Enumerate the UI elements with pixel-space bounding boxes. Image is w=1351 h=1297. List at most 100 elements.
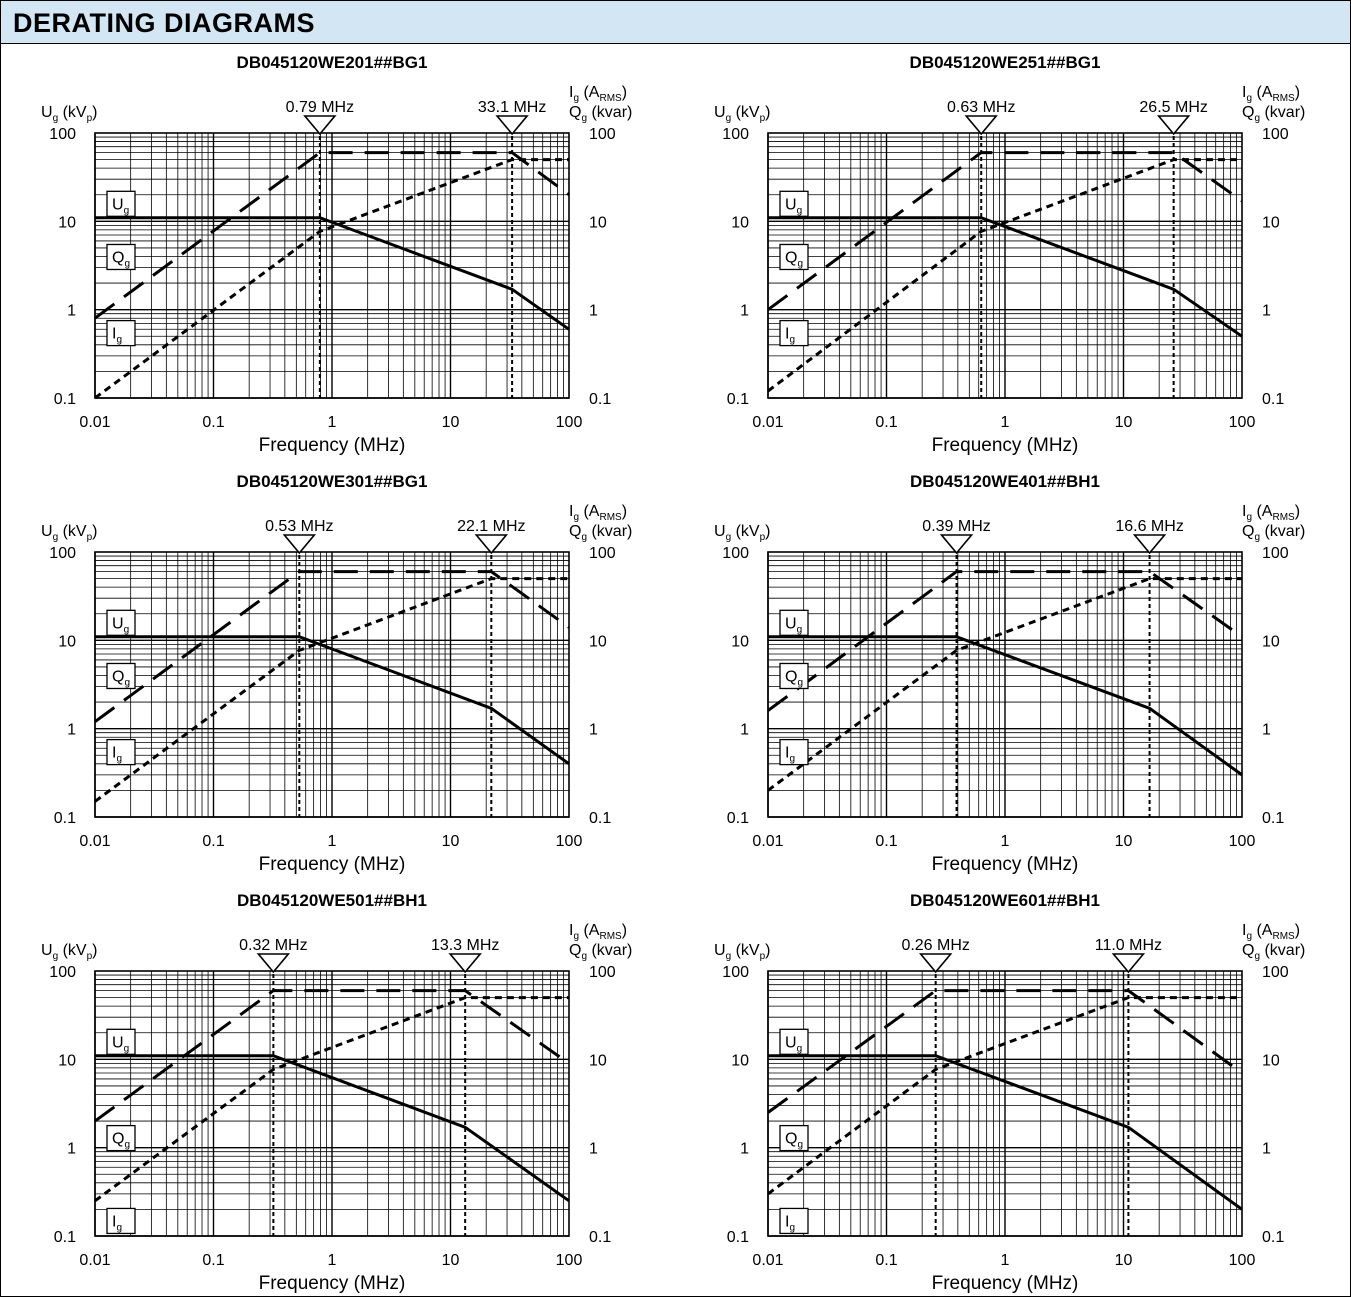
right-axis-label-reactive: Qg (kvar): [1242, 104, 1305, 124]
legend-box-label: Ig: [112, 1213, 122, 1233]
left-axis-label: Ug (kVp): [714, 942, 770, 962]
marker-triangle: [448, 953, 482, 974]
y-tick-label-left: 10: [731, 214, 749, 231]
x-tick-label: 10: [442, 1252, 460, 1269]
y-tick-label-right: 0.1: [1262, 810, 1284, 827]
legend-box-ig: Ig: [106, 738, 136, 766]
legend-box-qg: Qg: [106, 1124, 136, 1152]
legend-box-frame: [106, 319, 136, 347]
y-tick-label-right: 0.1: [589, 391, 611, 408]
x-tick-label: 0.01: [79, 414, 110, 431]
x-tick-label: 0.01: [752, 833, 783, 850]
legend-box-frame: [779, 1207, 809, 1235]
legend-box-qg: Qg: [779, 243, 809, 271]
series-line-ug: [95, 635, 570, 766]
x-tick-label: 0.01: [752, 1252, 783, 1269]
y-tick-label-left: 10: [731, 1052, 749, 1069]
legend-box-qg: Qg: [779, 1124, 809, 1152]
chart-title: DB045120WE401##BH1: [910, 472, 1100, 491]
legend-box-ig: Ig: [779, 319, 809, 347]
marker-triangle: [939, 534, 974, 555]
legend-box-frame: [106, 1028, 136, 1055]
series-line-qg: [767, 989, 1243, 1114]
legend-box-frame: [779, 319, 809, 347]
y-tick-label-right: 100: [589, 126, 616, 143]
right-axis-label-current: Ig (ARMS): [569, 84, 627, 104]
y-tick-label-left: 1: [67, 303, 76, 320]
x-tick-label: 10: [1115, 414, 1133, 431]
y-tick-label-left: 10: [58, 633, 76, 650]
right-axis-label-current: Ig (ARMS): [569, 922, 627, 942]
x-tick-label: 0.1: [202, 1252, 224, 1269]
y-tick-label-right: 10: [589, 633, 607, 650]
legend-box-label: Ig: [785, 745, 795, 765]
plot-frame: [767, 970, 1243, 1237]
legend-box-frame: [106, 738, 136, 766]
y-tick-label-left: 0.1: [54, 391, 76, 408]
y-tick-label-left: 100: [49, 545, 76, 562]
y-tick-label-left: 0.1: [54, 1229, 76, 1246]
marker-label: 0.79 MHz: [286, 99, 354, 116]
x-tick-label: 0.01: [79, 833, 110, 850]
legend-box-frame: [106, 190, 136, 217]
marker-label: 13.3 MHz: [431, 937, 499, 954]
y-tick-label-right: 1: [589, 1141, 598, 1158]
y-tick-label-right: 1: [1262, 1141, 1271, 1158]
right-axis-label-reactive: Qg (kvar): [569, 942, 632, 962]
right-axis-label-current: Ig (ARMS): [1242, 84, 1300, 104]
x-tick-label: 0.01: [79, 1252, 110, 1269]
x-tick-label: 10: [442, 833, 460, 850]
series-line-qg: [94, 989, 570, 1123]
left-axis-label: Ug (kVp): [41, 523, 97, 543]
y-tick-label-right: 1: [1262, 303, 1271, 320]
left-axis-label: Ug (kVp): [714, 104, 770, 124]
y-tick-label-right: 1: [589, 722, 598, 739]
legend-box-qg: Qg: [106, 662, 136, 690]
legend-box-frame: [106, 1207, 136, 1235]
legend-box-label: Ig: [112, 745, 122, 765]
plot-frame: [767, 551, 1243, 818]
legend-box-label: Qg: [112, 249, 130, 269]
y-tick-label-right: 10: [589, 214, 607, 231]
series-line-ug: [768, 1054, 1243, 1211]
legend-box-ig: Ig: [106, 319, 136, 347]
x-tick-label: 100: [556, 833, 583, 850]
y-tick-label-right: 10: [1262, 633, 1280, 650]
x-tick-label: 1: [1001, 1252, 1010, 1269]
right-axis-label-reactive: Qg (kvar): [1242, 523, 1305, 543]
legend-box-frame: [779, 190, 809, 217]
legend-box-qg: Qg: [779, 662, 809, 690]
x-tick-label: 1: [328, 833, 337, 850]
y-tick-label-left: 10: [731, 633, 749, 650]
series-line-ig: [94, 577, 569, 803]
grid: [767, 552, 1242, 818]
series-line-qg: [94, 570, 570, 723]
chart-title: DB045120WE601##BH1: [910, 891, 1100, 910]
series-line-ig: [767, 996, 1242, 1196]
legend-box-frame: [779, 1028, 809, 1055]
x-tick-label: 1: [328, 1252, 337, 1269]
series-line-ug: [95, 216, 570, 331]
legend-box-frame: [106, 1124, 136, 1152]
marker-label: 0.39 MHz: [922, 518, 990, 535]
series-line-qg: [767, 570, 1243, 712]
series-line-qg: [94, 151, 570, 320]
series-line-ig: [94, 996, 569, 1203]
y-tick-label-right: 100: [589, 964, 616, 981]
y-tick-label-right: 10: [1262, 214, 1280, 231]
legend-box-frame: [779, 738, 809, 766]
y-tick-label-left: 100: [722, 126, 749, 143]
marker-triangle: [256, 953, 291, 974]
y-tick-label-left: 10: [58, 214, 76, 231]
marker-label: 0.53 MHz: [265, 518, 333, 535]
legend-box-label: Qg: [785, 249, 803, 269]
legend-box-ug: Ug: [106, 1028, 136, 1055]
y-tick-label-left: 1: [740, 303, 749, 320]
marker-label: 16.6 MHz: [1115, 518, 1183, 535]
y-tick-label-right: 10: [589, 1052, 607, 1069]
legend-box-frame: [779, 609, 809, 636]
marker-triangle: [964, 115, 998, 136]
